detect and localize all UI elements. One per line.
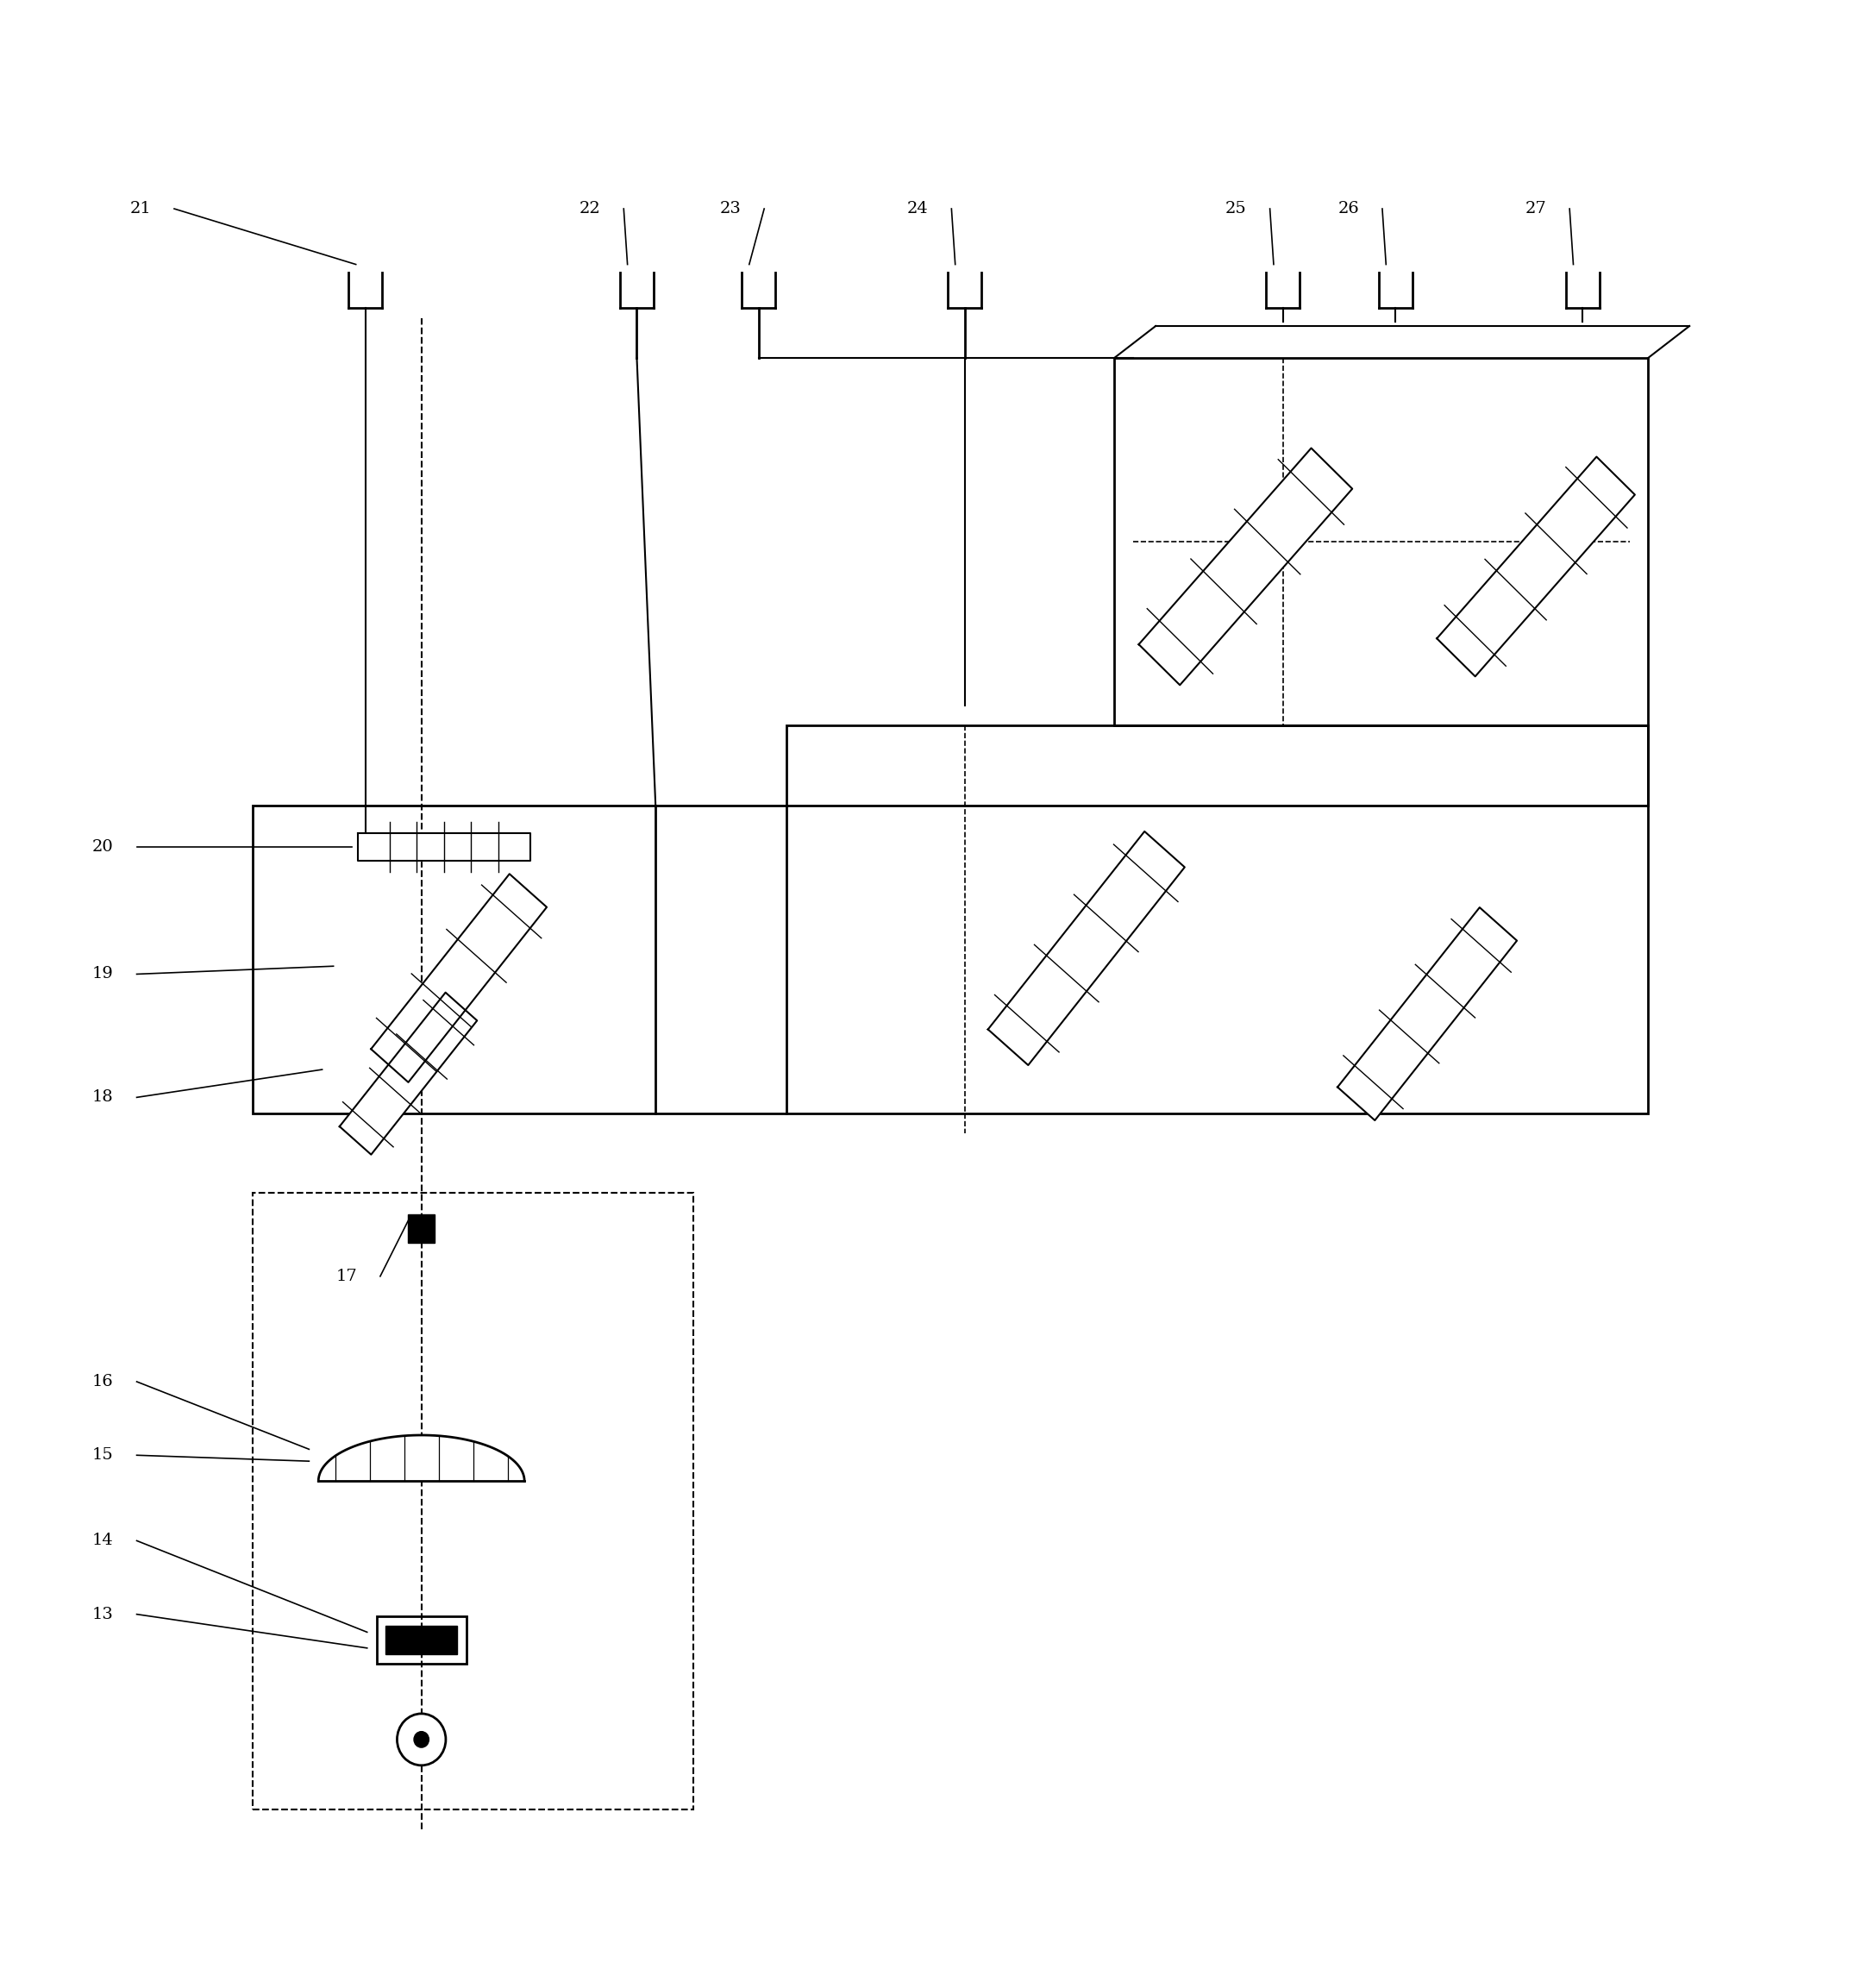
Text: 14: 14: [92, 1533, 114, 1549]
Text: 22: 22: [579, 201, 601, 217]
Text: 20: 20: [92, 839, 114, 855]
Bar: [787, 726, 1648, 1113]
Text: 15: 15: [92, 1447, 114, 1463]
Circle shape: [397, 1714, 446, 1765]
Text: 16: 16: [92, 1374, 114, 1390]
Polygon shape: [1337, 907, 1517, 1121]
Bar: [408, 1215, 435, 1242]
Polygon shape: [358, 833, 530, 861]
Polygon shape: [1139, 447, 1352, 686]
Text: 18: 18: [92, 1089, 114, 1105]
Text: 27: 27: [1525, 201, 1547, 217]
Polygon shape: [371, 875, 547, 1081]
Text: 17: 17: [335, 1268, 358, 1284]
Bar: [1114, 358, 1648, 726]
Circle shape: [414, 1732, 429, 1747]
Bar: [376, 1616, 466, 1664]
Text: 19: 19: [92, 966, 114, 982]
Polygon shape: [318, 1435, 524, 1481]
Polygon shape: [339, 992, 478, 1155]
Polygon shape: [987, 831, 1186, 1066]
Text: 23: 23: [719, 201, 742, 217]
Text: 21: 21: [129, 201, 152, 217]
Bar: [386, 1626, 457, 1654]
Text: 26: 26: [1337, 201, 1360, 217]
Polygon shape: [1437, 457, 1635, 676]
Text: 24: 24: [907, 201, 929, 217]
Text: 25: 25: [1225, 201, 1247, 217]
Bar: [253, 805, 656, 1113]
Bar: [253, 1193, 693, 1809]
Text: 13: 13: [92, 1606, 114, 1622]
